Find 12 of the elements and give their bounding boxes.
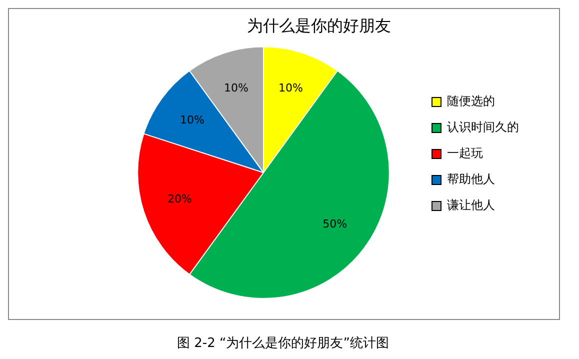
legend-label: 一起玩 <box>447 146 483 160</box>
legend-label: 随便选的 <box>447 94 495 108</box>
data-label: 20% <box>167 192 192 206</box>
data-label: 10% <box>180 114 204 127</box>
chart-title: 为什么是你的好朋友 <box>247 16 391 35</box>
data-label: 10% <box>278 82 303 95</box>
legend-label: 认识时间久的 <box>447 120 519 134</box>
data-label: 50% <box>322 217 348 230</box>
legend-label: 帮助他人 <box>447 172 495 186</box>
legend-label: 谦让他人 <box>447 198 495 212</box>
caption: 图 2-2 “为什么是你的好朋友”统计图 <box>176 335 390 352</box>
data-label: 10% <box>224 82 248 95</box>
